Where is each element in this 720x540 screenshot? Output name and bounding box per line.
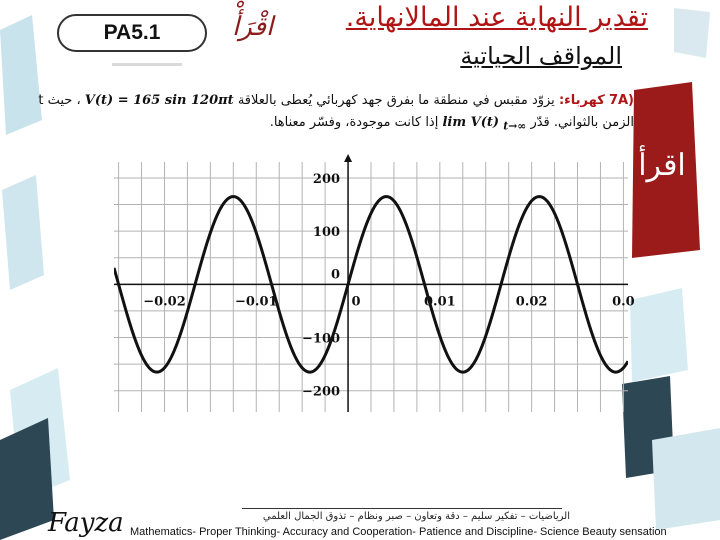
right-deco-shape-4 (652, 428, 720, 530)
right-deco-shape-1 (674, 8, 710, 58)
footer-arabic-values: الرياضيات – تفكير سليم – دقة وتعاون – صب… (262, 511, 570, 522)
problem-line-1: (7A كهرباء: يزوّد مقبس في منطقة ما بفرق … (34, 90, 634, 112)
x-tick-label: 0 (352, 294, 361, 309)
y-tick-label: 100 (313, 225, 340, 240)
left-decoration (0, 15, 70, 540)
page-subtitle: المواقف الحياتية (460, 42, 622, 70)
right-deco-shape-2 (630, 288, 688, 382)
badge-underline (112, 63, 182, 66)
lesson-badge: PA5.1 (57, 14, 207, 52)
page-title: تقدير النهاية عند المالانهاية. (345, 2, 648, 33)
left-deco-shape-1 (0, 15, 42, 135)
problem-line2-text: الزمن بالثواني. قدّر (530, 115, 634, 130)
author-signature: Fayza (48, 508, 124, 538)
right-logo-text: اقرأ (638, 145, 686, 183)
right-logo-card (632, 82, 700, 258)
y-axis-arrow (344, 154, 353, 162)
y-tick-label: 200 (313, 172, 340, 187)
problem-number: (7A (608, 93, 634, 108)
x-tick-label: 0.02 (516, 294, 548, 309)
footer-english-values: Mathematics- Proper Thinking- Accuracy a… (130, 526, 667, 538)
left-deco-shape-2 (2, 175, 44, 290)
problem-line2-end: إذا كانت موجودة، وفسّر معناها. (269, 115, 439, 130)
logo-small: اقْرَأْ (232, 12, 274, 42)
right-decoration: اقرأ (622, 8, 720, 530)
footer-rule (242, 508, 562, 509)
problem-keyword: كهرباء: (558, 93, 605, 108)
x-tick-label: −0.01 (235, 294, 278, 309)
problem-limit: lim V(t) (442, 115, 500, 130)
problem-limit-sub: t→∞ (503, 119, 527, 133)
problem-line-2: الزمن بالثواني. قدّر lim V(t) t→∞ إذا كا… (34, 112, 634, 138)
x-tick-label: 0.0 (612, 294, 635, 309)
y-tick-label: −200 (302, 385, 340, 400)
problem-line1-end: ، حيث t (38, 93, 81, 108)
voltage-curve (114, 195, 628, 374)
left-deco-shape-4 (0, 418, 54, 540)
problem-equation: V(t) = 165 sin 120πt (84, 93, 234, 108)
y-tick-label: 0 (331, 267, 340, 282)
problem-text: (7A كهرباء: يزوّد مقبس في منطقة ما بفرق … (34, 90, 634, 138)
problem-line1-text: يزوّد مقبس في منطقة ما بفرق جهد كهربائي … (237, 93, 555, 108)
x-tick-label: −0.02 (143, 294, 186, 309)
